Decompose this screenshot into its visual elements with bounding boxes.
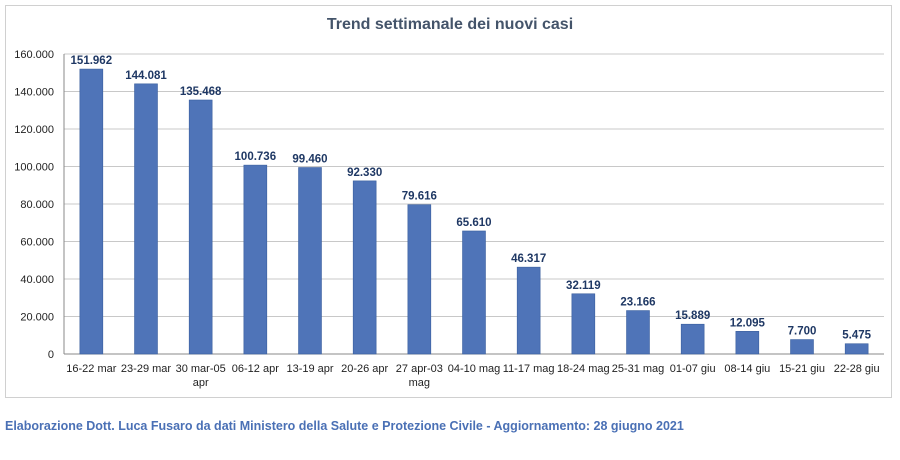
data-label: 100.736 xyxy=(235,151,277,163)
bar xyxy=(571,293,596,355)
y-tick-label: 100.000 xyxy=(14,162,54,174)
bar xyxy=(188,99,213,355)
data-label: 65.610 xyxy=(456,217,491,229)
data-label: 23.166 xyxy=(620,297,655,309)
y-tick-label: 40.000 xyxy=(20,274,54,286)
bar xyxy=(626,310,650,355)
bar xyxy=(243,164,268,355)
data-label: 99.460 xyxy=(292,154,327,166)
bar xyxy=(844,343,869,355)
bar xyxy=(680,323,705,355)
category-label: 11-17 mag xyxy=(503,363,555,375)
bar xyxy=(790,339,814,355)
category-label: 20-26 apr xyxy=(341,363,388,375)
bar xyxy=(352,180,377,355)
y-tick-label: 160.000 xyxy=(14,49,54,61)
y-tick-label: 140.000 xyxy=(14,87,54,99)
category-label: 25-31 mag xyxy=(612,363,665,375)
bar-chart: 0 20.000 40.000 60.000 80.000 100.000 120.000 1… xyxy=(14,49,884,389)
category-label: 23-29 mar xyxy=(121,363,171,375)
bar xyxy=(516,266,541,355)
category-label: 16-22 mar xyxy=(66,363,116,375)
data-label: 15.889 xyxy=(675,310,710,322)
y-tick-label: 60.000 xyxy=(20,237,54,249)
category-label: 08-14 giu xyxy=(724,363,770,375)
data-label: 32.119 xyxy=(566,280,601,292)
data-label: 79.616 xyxy=(402,191,437,203)
data-label: 5.475 xyxy=(842,330,871,342)
category-label: 01-07 giu xyxy=(670,363,716,375)
bar xyxy=(462,230,486,355)
bar xyxy=(407,204,432,355)
bar xyxy=(134,83,158,355)
category-label: 27 apr-03 mag xyxy=(396,363,443,389)
category-label: 18-24 mag xyxy=(557,363,610,375)
category-label: 15-21 giu xyxy=(779,363,825,375)
data-label: 92.330 xyxy=(347,167,382,179)
chart-title: Trend settimanale dei nuovi casi xyxy=(326,16,574,33)
credit-line: Elaborazione Dott. Luca Fusaro da dati M… xyxy=(5,419,684,433)
bar xyxy=(79,68,104,355)
category-label: 04-10 mag xyxy=(448,363,501,375)
data-label: 7.700 xyxy=(788,326,817,338)
data-label: 12.095 xyxy=(730,317,766,329)
y-tick-label: 0 xyxy=(48,349,54,361)
bar xyxy=(298,167,322,355)
data-label: 151.962 xyxy=(71,55,113,67)
y-tick-label: 20.000 xyxy=(20,312,54,324)
y-tick-label: 80.000 xyxy=(20,199,54,211)
category-label: 06-12 apr xyxy=(232,363,279,375)
category-label: 13-19 apr xyxy=(286,363,333,375)
category-label: 30 mar-05 apr xyxy=(176,363,226,389)
category-label: 22-28 giu xyxy=(834,363,880,375)
data-label: 135.468 xyxy=(180,86,222,98)
y-tick-label: 120.000 xyxy=(14,124,54,136)
data-label: 46.317 xyxy=(511,253,546,265)
bar xyxy=(735,331,760,355)
data-label: 144.081 xyxy=(125,70,167,82)
